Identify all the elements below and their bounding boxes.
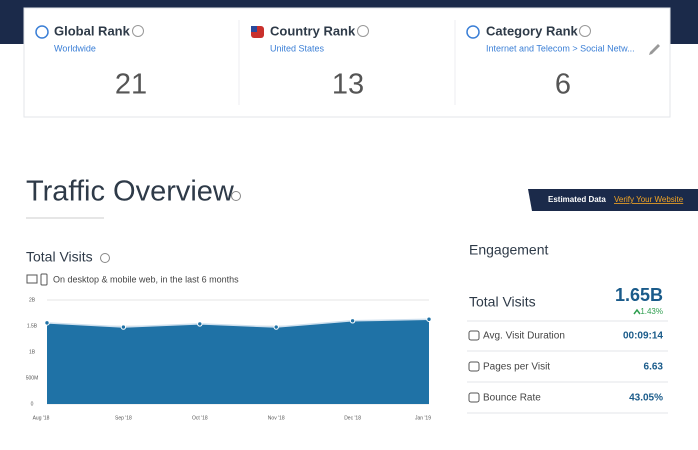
- flag-icon: [251, 26, 257, 32]
- y-tick-label: 2B: [29, 297, 36, 303]
- point: [44, 320, 50, 326]
- row-icon: [468, 361, 480, 372]
- point: [426, 316, 432, 322]
- x-tick-label: Oct '18: [192, 415, 208, 421]
- info-icon[interactable]: [357, 25, 369, 37]
- category-icon: [466, 25, 480, 39]
- rank-card: [23, 7, 671, 118]
- info-icon[interactable]: [132, 25, 144, 37]
- row-value: 00:09:14: [623, 331, 663, 342]
- edit-icon[interactable]: [649, 44, 660, 55]
- point: [349, 318, 356, 324]
- badge: [528, 189, 698, 211]
- desktop-icon: [26, 274, 38, 284]
- row-value: 6.63: [644, 362, 664, 373]
- note: On desktop & mobile web, in the last 6 m…: [53, 274, 239, 284]
- x-tick-label: Jan '19: [415, 415, 431, 421]
- row-icon: [468, 392, 480, 403]
- up-arrow: [633, 308, 641, 315]
- row-value: 43.05%: [629, 393, 663, 404]
- x-tick-label: Dec '18: [344, 415, 361, 421]
- y-tick-label: 1B: [29, 349, 36, 355]
- heading: Traffic Overview: [26, 176, 235, 208]
- y-tick-label: 500M: [26, 375, 39, 381]
- y-tick-label: 1.5B: [27, 323, 38, 329]
- info-icon[interactable]: [231, 191, 241, 201]
- mobile-icon: [40, 273, 48, 286]
- rank-subtitle: Worldwide: [54, 43, 96, 53]
- rank-title: Global Rank: [54, 23, 131, 38]
- total-value: 1.65B: [615, 285, 663, 305]
- row-label: Pages per Visit: [483, 362, 550, 373]
- rank-subtitle: United States: [270, 43, 325, 53]
- line: [46, 318, 430, 328]
- rank-subtitle: Internet and Telecom > Social Netw...: [486, 43, 635, 53]
- x-tick-label: Aug '18: [33, 415, 50, 421]
- rank-title: Category Rank: [486, 23, 579, 38]
- badge-label: Estimated Data: [548, 195, 606, 204]
- globe-icon: [35, 25, 49, 39]
- rank-title: Country Rank: [270, 23, 356, 38]
- point: [197, 321, 203, 327]
- info-icon[interactable]: [579, 25, 591, 37]
- rank-value: 21: [115, 69, 147, 101]
- row-icon: [468, 330, 480, 341]
- x-tick-label: Nov '18: [268, 415, 285, 421]
- row-label: Avg. Visit Duration: [483, 331, 565, 342]
- y-tick-label: 0: [31, 401, 34, 407]
- total-change: 1.43%: [640, 307, 663, 316]
- info-icon[interactable]: [100, 253, 110, 263]
- point: [120, 324, 127, 330]
- rank-value: 13: [332, 69, 364, 101]
- x-tick-label: Sep '18: [115, 415, 132, 421]
- section-title: Total Visits: [26, 249, 93, 265]
- section-title: Engagement: [469, 242, 549, 258]
- area: [47, 319, 429, 404]
- row-label: Bounce Rate: [483, 393, 541, 404]
- point: [273, 324, 279, 330]
- total-label: Total Visits: [469, 294, 536, 310]
- rank-value: 6: [555, 69, 571, 101]
- badge-link[interactable]: Verify Your Website: [614, 195, 684, 204]
